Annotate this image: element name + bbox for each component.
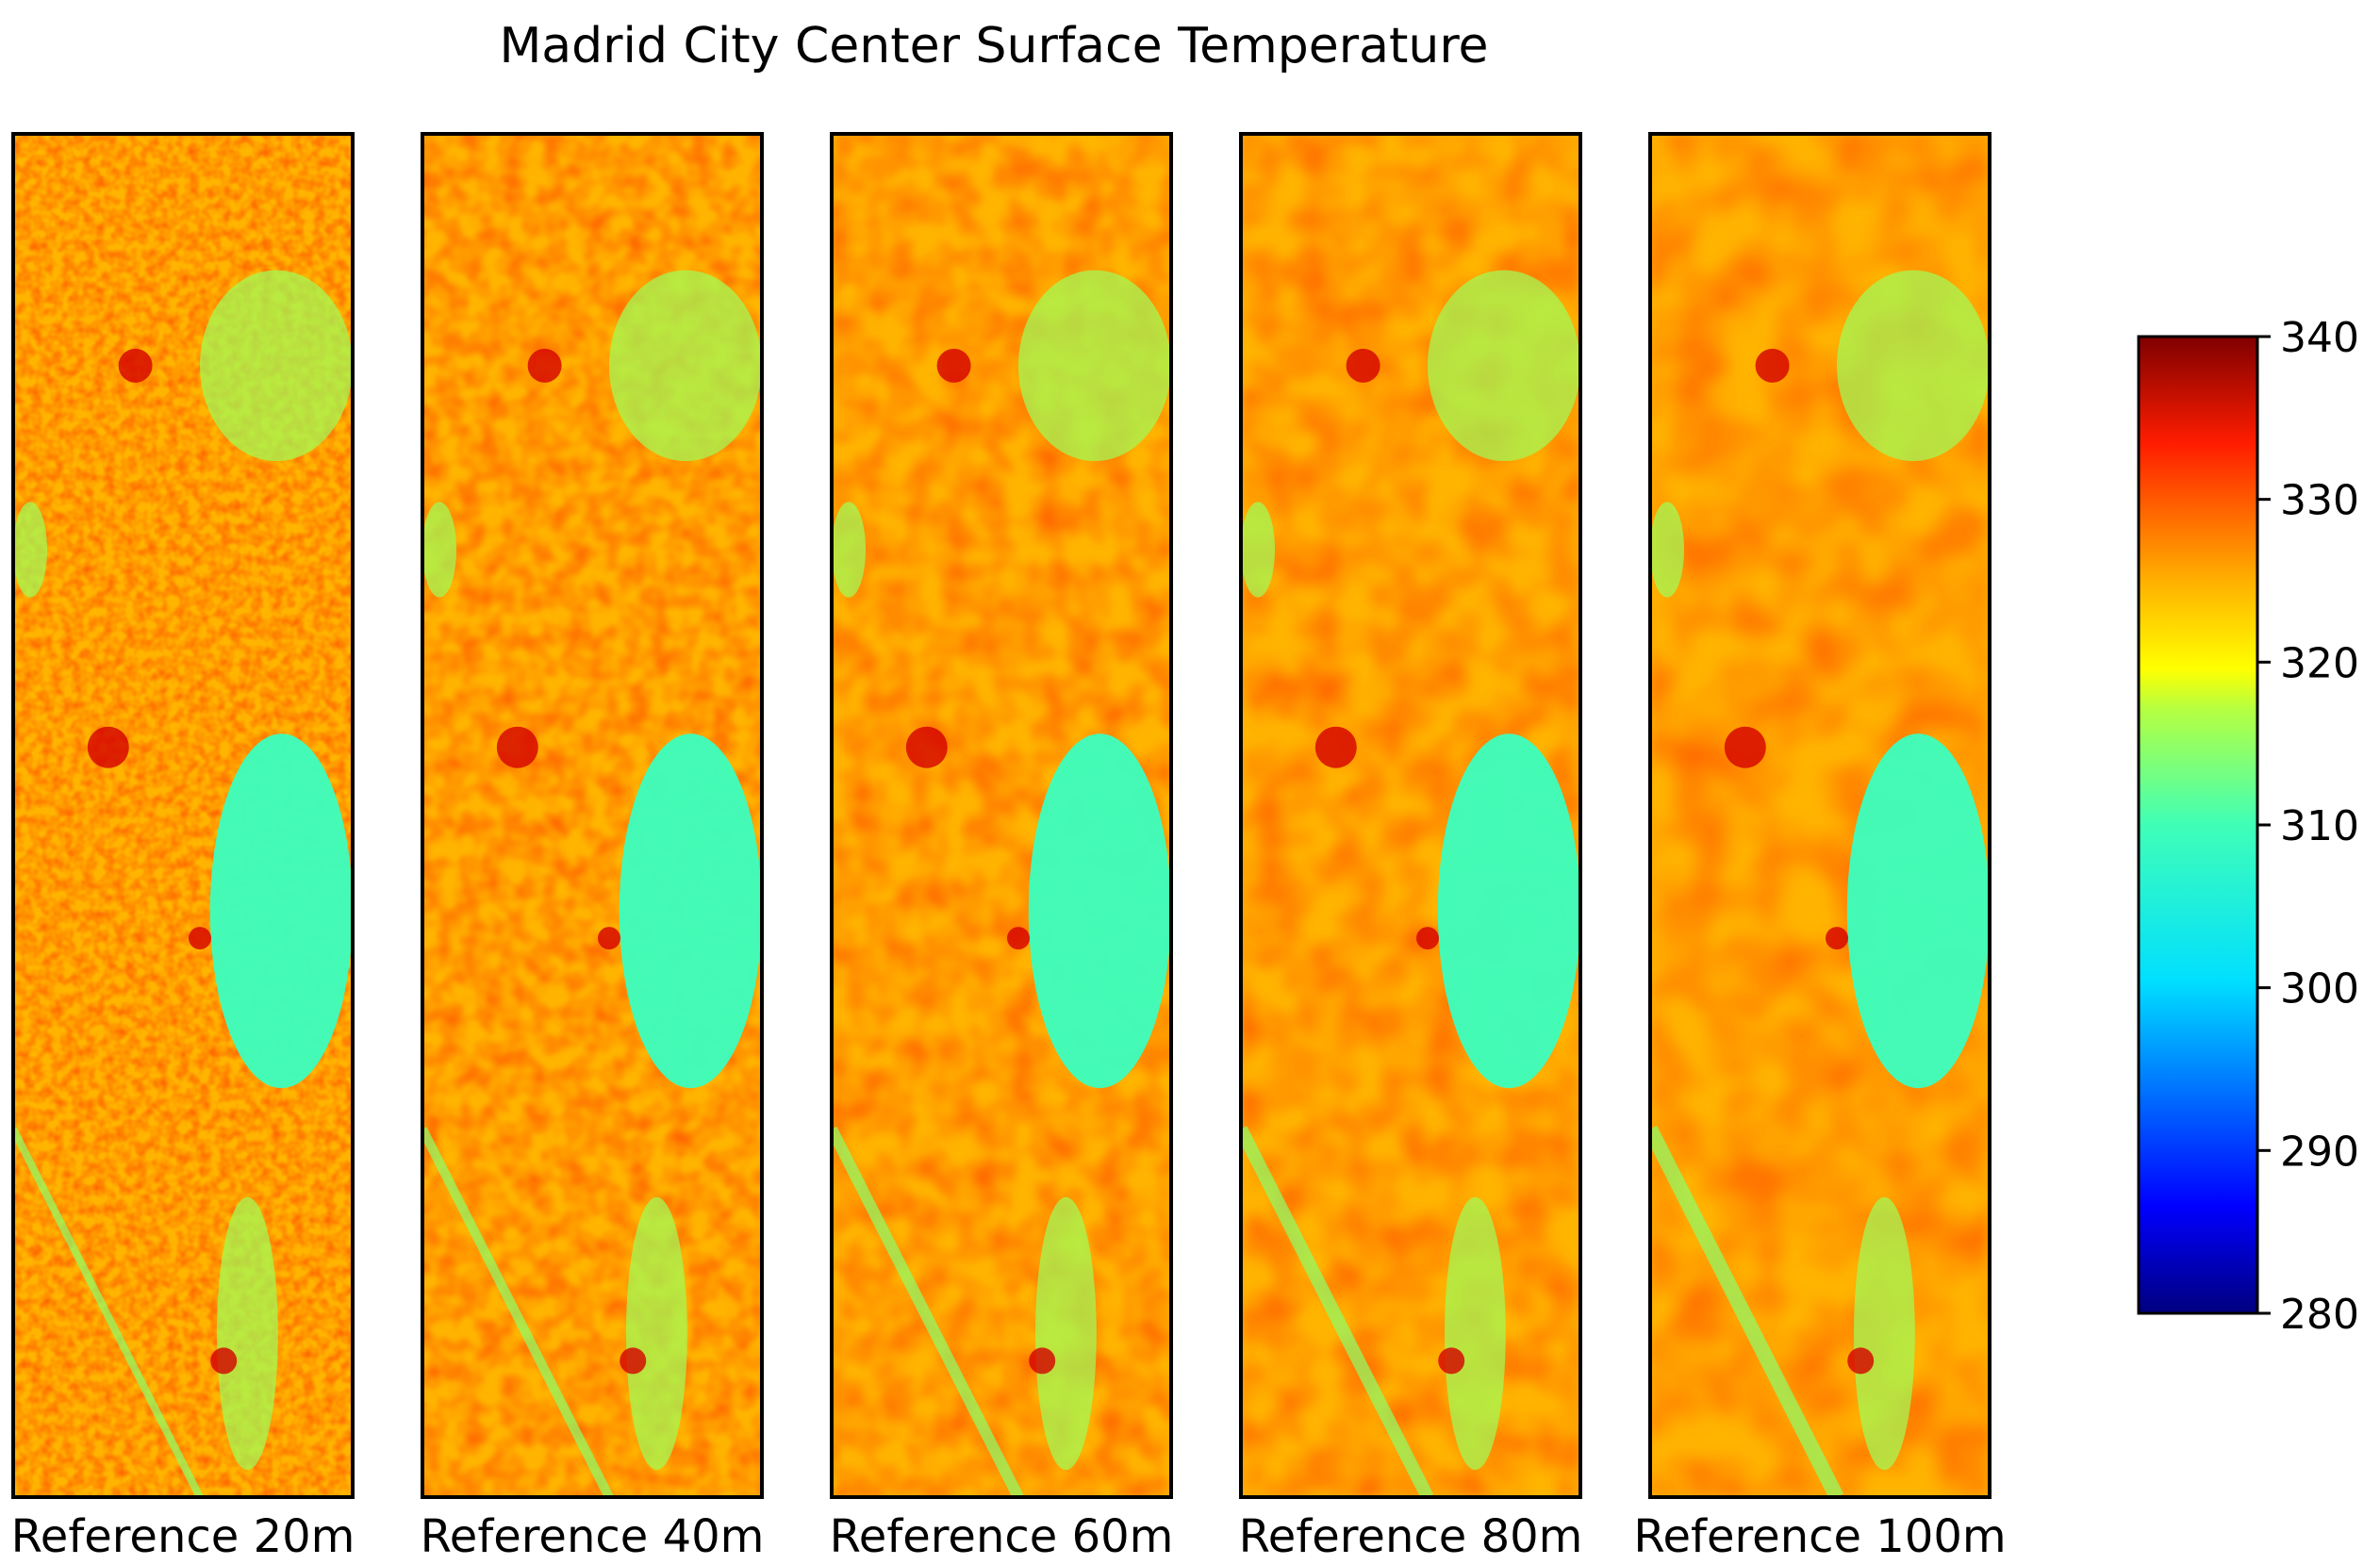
cool-corridor <box>422 1127 614 1497</box>
colorbar: 340 330 320 310 300 290 280 <box>2137 314 2359 1339</box>
hot-spot <box>1029 1347 1056 1375</box>
heatmap-panel-2 <box>422 134 762 1497</box>
colorbar-tick-label: 330 <box>2280 477 2359 525</box>
cool-park-area <box>1035 1196 1097 1471</box>
cool-park-area <box>626 1196 687 1471</box>
panel-label: Reference 80m <box>1239 1510 1583 1563</box>
heatmap-panel-3 <box>832 134 1171 1497</box>
cool-corridor <box>1241 1126 1434 1497</box>
cool-park-area <box>1854 1196 1915 1471</box>
hot-spot <box>87 726 129 768</box>
panel-label: Reference 40m <box>421 1510 765 1563</box>
hot-spot <box>527 348 562 383</box>
cool-park-area <box>217 1196 278 1471</box>
hot-spot <box>189 927 211 950</box>
hot-spot <box>1724 726 1766 768</box>
hot-spot <box>1826 927 1848 950</box>
cool-park-area <box>619 733 762 1089</box>
cool-park-area <box>1650 502 1684 598</box>
cool-park-area <box>1018 270 1171 462</box>
heatmap-panel-5 <box>1650 134 1990 1497</box>
cool-park-area <box>1445 1196 1506 1471</box>
hot-spot <box>1007 927 1030 950</box>
cool-corridor <box>832 1126 1024 1497</box>
cool-park-area <box>832 502 866 598</box>
hot-spot <box>1346 348 1380 383</box>
cool-corridor <box>13 1127 204 1497</box>
panel-frame <box>1239 132 1582 1499</box>
hot-spot <box>1847 1347 1875 1375</box>
panel-frame <box>421 132 764 1499</box>
hot-spot <box>905 726 948 768</box>
cool-park-area <box>609 270 762 462</box>
cool-park-area <box>13 502 47 598</box>
cool-park-area <box>200 270 353 462</box>
colorbar-tick-label: 310 <box>2280 802 2359 850</box>
hot-spot <box>620 1347 647 1375</box>
panel-label: Reference 100m <box>1633 1510 2006 1563</box>
panel-label: Reference 60m <box>830 1510 1174 1563</box>
colorbar-tick-label: 300 <box>2280 965 2359 1013</box>
cool-corridor <box>1650 1125 1844 1497</box>
hot-spot <box>1314 726 1357 768</box>
hot-spot <box>210 1347 238 1375</box>
colorbar-tick-label: 320 <box>2280 639 2359 687</box>
panel-frame <box>11 132 355 1499</box>
cool-park-area <box>1428 270 1580 462</box>
colorbar-tick-label: 280 <box>2280 1291 2359 1339</box>
colorbar-tick-label: 290 <box>2280 1128 2359 1176</box>
cool-park-area <box>1437 733 1580 1089</box>
panel-frame <box>830 132 1173 1499</box>
panel-frame <box>1648 132 1992 1499</box>
heatmap-panel-4 <box>1241 134 1580 1497</box>
hot-spot <box>496 726 538 768</box>
cool-park-area <box>1837 270 1990 462</box>
colorbar-gradient <box>2137 335 2259 1315</box>
panel-label: Reference 20m <box>11 1510 355 1563</box>
heatmap-panel-1 <box>13 134 353 1497</box>
hot-spot <box>1755 348 1790 383</box>
cool-park-area <box>1846 733 1990 1089</box>
cool-park-area <box>1028 733 1171 1089</box>
hot-spot <box>598 927 620 950</box>
hot-spot <box>936 348 971 383</box>
hot-spot <box>1438 1347 1465 1375</box>
hot-spot <box>1416 927 1439 950</box>
colorbar-tick-label: 340 <box>2280 314 2359 362</box>
cool-park-area <box>1241 502 1275 598</box>
cool-park-area <box>209 733 353 1089</box>
cool-park-area <box>422 502 456 598</box>
chart-title: Madrid City Center Surface Temperature <box>499 18 1488 74</box>
hot-spot <box>118 348 153 383</box>
